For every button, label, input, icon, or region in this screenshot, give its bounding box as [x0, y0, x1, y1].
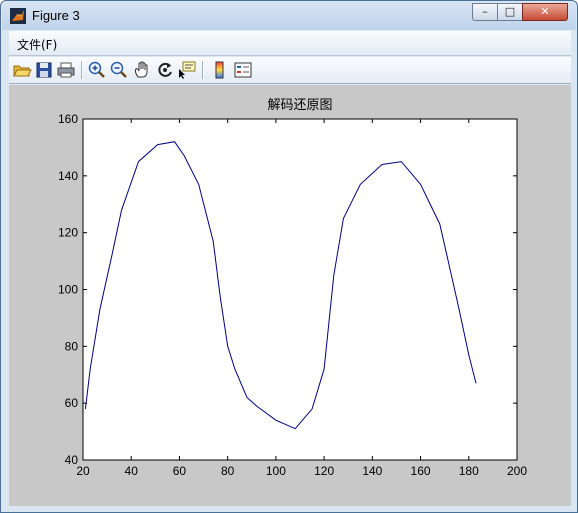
- window-title: Figure 3: [32, 8, 80, 23]
- plot-area: 解码还原图 20 40 60 80 100 120 140 160 180 20040608010…: [58, 98, 527, 478]
- x-tick-label: 20: [76, 464, 90, 478]
- y-tick-label: 160: [58, 112, 78, 126]
- x-tick-label: 160: [411, 464, 431, 478]
- figure-toolbar: [9, 57, 571, 84]
- rotate-3d-icon[interactable]: [155, 60, 175, 80]
- zoom-out-icon[interactable]: [109, 60, 129, 80]
- axis-ticks: 20 40 60 80 100 120 140 160 180 20040608010012014…: [58, 112, 527, 478]
- y-tick-label: 100: [58, 283, 78, 297]
- x-tick-label: 120: [314, 464, 334, 478]
- matlab-logo-icon: [10, 8, 26, 24]
- legend-icon[interactable]: [233, 60, 253, 80]
- series-group: [84, 141, 477, 430]
- menu-file[interactable]: 文件(F): [17, 38, 58, 52]
- x-tick-label: 100: [266, 464, 286, 478]
- y-tick-label: 60: [65, 396, 79, 410]
- close-button[interactable]: ✕: [522, 3, 568, 21]
- print-icon[interactable]: [56, 60, 76, 80]
- figure-canvas: 解码还原图 20 40 60 80 100 120 140 160 180 200 40 60 80 10…: [9, 85, 571, 506]
- open-folder-icon[interactable]: [12, 60, 32, 80]
- axes-box: [82, 118, 518, 461]
- toolbar-separator: [202, 61, 204, 79]
- maximize-button[interactable]: □: [497, 3, 523, 21]
- save-icon[interactable]: [34, 60, 54, 80]
- minimize-button[interactable]: –: [472, 3, 498, 21]
- toolbar-separator: [81, 61, 83, 79]
- x-tick-label: 180: [459, 464, 479, 478]
- pan-hand-icon[interactable]: [132, 60, 152, 80]
- x-tick-label: 60: [173, 464, 187, 478]
- chart-title: 解码还原图: [267, 98, 332, 113]
- x-tick-label: 200: [507, 464, 527, 478]
- y-tick-label: 40: [65, 453, 79, 467]
- menu-bar: 文件(F): [9, 31, 571, 56]
- y-tick-label: 140: [58, 169, 78, 183]
- zoom-in-icon[interactable]: [87, 60, 107, 80]
- data-cursor-icon[interactable]: [177, 60, 197, 80]
- x-tick-label: 40: [125, 464, 139, 478]
- title-bar[interactable]: Figure 3 – □ ✕: [2, 2, 576, 30]
- y-tick-label: 120: [58, 226, 78, 240]
- x-tick-label: 140: [362, 464, 382, 478]
- y-tick-label: 80: [65, 339, 79, 353]
- x-tick-label: 80: [221, 464, 235, 478]
- series-line: [84, 141, 477, 430]
- colorbar-icon[interactable]: [210, 60, 230, 80]
